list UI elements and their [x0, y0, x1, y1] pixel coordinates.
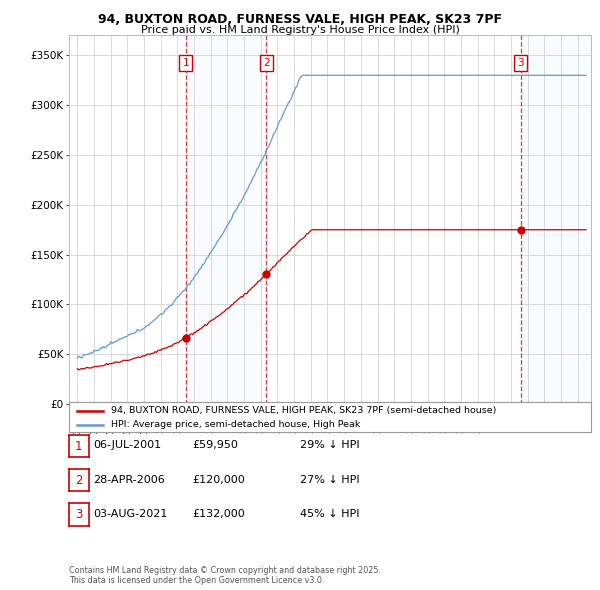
Bar [186, 35, 266, 404]
Text: 2: 2 [263, 58, 269, 68]
Text: 45% ↓ HPI: 45% ↓ HPI [300, 509, 359, 519]
Text: HPI: Average price, semi-detached house, High Peak: HPI: Average price, semi-detached house,… [111, 420, 360, 429]
Text: 1: 1 [75, 440, 83, 453]
Text: 3: 3 [517, 58, 524, 68]
Text: 28-APR-2006: 28-APR-2006 [93, 475, 165, 484]
Text: 29% ↓ HPI: 29% ↓ HPI [300, 441, 359, 450]
Text: 06-JUL-2001: 06-JUL-2001 [93, 441, 161, 450]
Text: Contains HM Land Registry data © Crown copyright and database right 2025.
This d: Contains HM Land Registry data © Crown c… [69, 566, 381, 585]
Bar [521, 35, 591, 404]
Text: £59,950: £59,950 [192, 441, 238, 450]
Text: 94, BUXTON ROAD, FURNESS VALE, HIGH PEAK, SK23 7PF (semi-detached house): 94, BUXTON ROAD, FURNESS VALE, HIGH PEAK… [111, 406, 496, 415]
Text: 27% ↓ HPI: 27% ↓ HPI [300, 475, 359, 484]
Text: Price paid vs. HM Land Registry's House Price Index (HPI): Price paid vs. HM Land Registry's House … [140, 25, 460, 35]
Text: £132,000: £132,000 [192, 509, 245, 519]
Text: 3: 3 [75, 508, 83, 521]
Text: £120,000: £120,000 [192, 475, 245, 484]
Text: 2: 2 [75, 474, 83, 487]
Text: 1: 1 [182, 58, 189, 68]
Text: 94, BUXTON ROAD, FURNESS VALE, HIGH PEAK, SK23 7PF: 94, BUXTON ROAD, FURNESS VALE, HIGH PEAK… [98, 13, 502, 26]
Text: 03-AUG-2021: 03-AUG-2021 [93, 509, 167, 519]
